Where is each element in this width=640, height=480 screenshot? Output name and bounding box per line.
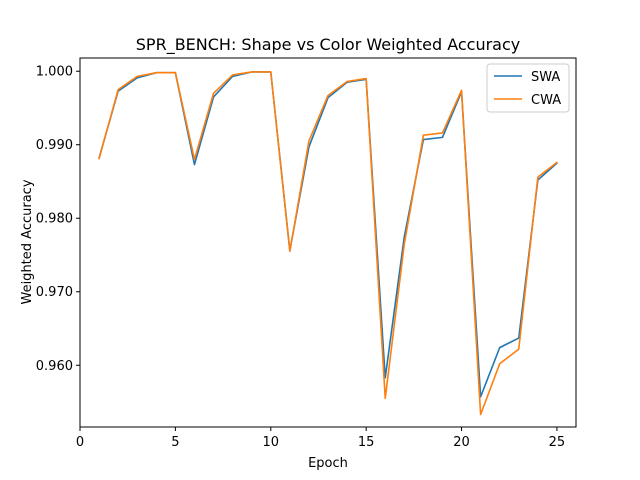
x-tick-label: 20 (453, 435, 470, 450)
y-tick-label: 0.960 (36, 359, 73, 374)
x-tick-label: 25 (549, 435, 566, 450)
y-tick-label: 1.000 (36, 65, 73, 80)
x-tick-label: 5 (171, 435, 179, 450)
y-tick-label: 0.970 (36, 285, 73, 300)
x-axis-title: Epoch (308, 456, 348, 471)
y-tick-label: 0.990 (36, 138, 73, 153)
y-tick-label: 0.980 (36, 212, 73, 227)
legend-label-cwa: CWA (531, 93, 561, 108)
x-tick-label: 10 (262, 435, 279, 450)
legend-label-swa: SWA (531, 70, 560, 85)
legend: SWA CWA (486, 63, 570, 113)
y-axis-ticks: 0.960 0.970 0.980 0.990 1.000 (36, 65, 80, 374)
chart-title: SPR_BENCH: Shape vs Color Weighted Accur… (136, 35, 520, 55)
x-tick-label: 15 (358, 435, 375, 450)
series-line-cwa (98, 71, 558, 416)
y-axis-title: Weighted Accuracy (20, 179, 35, 304)
x-axis-ticks: 0 5 10 15 20 25 (76, 427, 565, 450)
x-tick-label: 0 (76, 435, 84, 450)
plot-lines (98, 71, 558, 416)
plot-area-frame (79, 57, 577, 428)
